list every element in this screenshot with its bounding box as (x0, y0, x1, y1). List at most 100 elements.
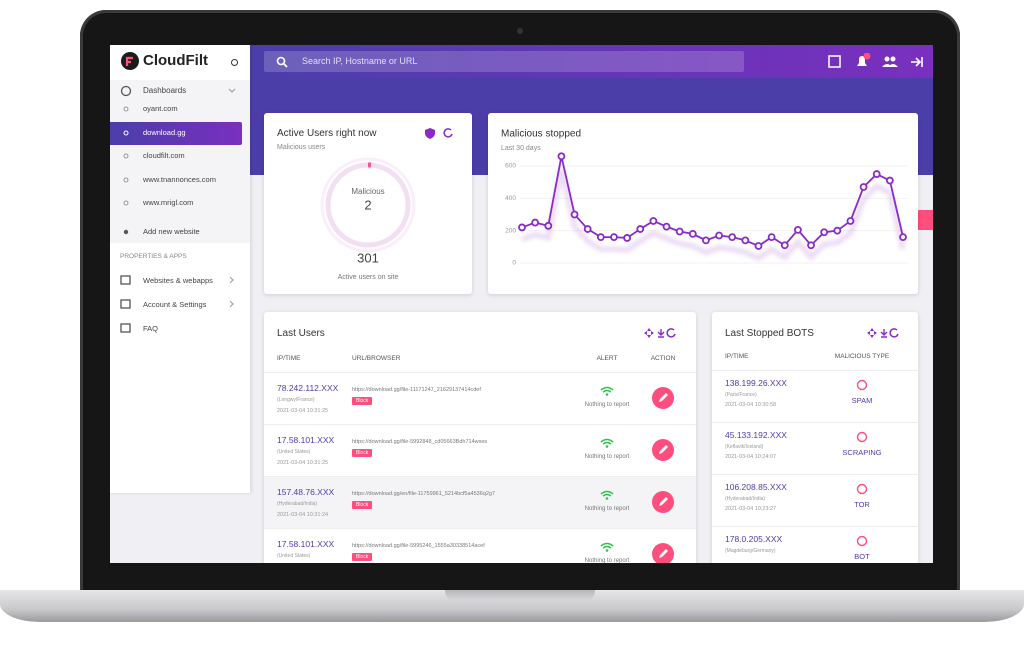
ip-address[interactable]: 138.199.26.XXX (725, 378, 787, 388)
sidebar-toggle[interactable] (231, 59, 238, 66)
column-header: IP/TIME (725, 353, 749, 360)
active-users-card: Active Users right now Malicious users M… (264, 113, 472, 294)
point (675, 227, 684, 236)
ip-address[interactable]: 45.133.192.XXX (725, 430, 787, 440)
table-row: 45.133.192.XXX (Keflavik/Iceland) 2021-03-… (712, 422, 918, 475)
add-site[interactable]: Add new website (143, 227, 200, 236)
site-link[interactable]: download.gg (143, 127, 186, 137)
chart-subtitle: Last 30 days (501, 145, 541, 152)
search-box[interactable]: Search IP, Hostname or URL (264, 51, 744, 72)
edit-button (652, 439, 674, 461)
chart-title: Malicious stopped (501, 129, 581, 140)
users-icon[interactable] (882, 64, 898, 67)
nav-dashboards[interactable]: Dashboards (143, 86, 187, 95)
point (754, 242, 763, 250)
menu-item[interactable]: FAQ (143, 324, 159, 333)
ip-address[interactable]: 17.58.101.XXX (277, 435, 335, 445)
sidebar: CloudFilt Dashboards oyant.com download.gg… (110, 45, 250, 493)
type-icon (856, 431, 868, 443)
point (596, 233, 605, 242)
point (702, 236, 710, 245)
site-link[interactable]: www.mrigl.com (143, 198, 194, 207)
timestamp: 2021-03-04 10:31:25 (277, 460, 329, 466)
header (250, 45, 933, 78)
ip-address[interactable]: 106.208.85.XXX (725, 482, 787, 492)
table-row: 17.58.101.XXX (United States) 2021-03-04 1… (264, 424, 696, 477)
ip-address[interactable]: 78.242.112.XXX (277, 383, 339, 393)
gauge: Malicious 2 301 Active users on site (320, 157, 416, 281)
point (531, 218, 540, 227)
site-link[interactable]: oyant.com (143, 104, 178, 113)
site-bullet (123, 177, 129, 182)
site-bullet (123, 130, 129, 135)
wifi-icon (600, 490, 614, 500)
ip-address[interactable]: 157.48.76.XXX (277, 487, 335, 497)
table-row: 157.48.76.XXX (Hyderabad/India) 2021-03-04… (264, 476, 696, 529)
point (518, 223, 526, 232)
timestamp: 2021-03-04 10:30:58 (725, 402, 777, 408)
block-button[interactable]: Block (352, 553, 373, 561)
url: https://download.gg/file-11171247_216291… (352, 387, 481, 393)
point (583, 225, 592, 233)
point (741, 236, 750, 245)
menu-icon (120, 275, 131, 285)
point (767, 233, 776, 242)
logout-icon[interactable] (911, 57, 923, 67)
edit-button (652, 387, 674, 409)
malicious-type: SPAM (851, 396, 873, 405)
block-button[interactable]: Block (352, 501, 373, 509)
menu-item[interactable]: Account & Settings (143, 300, 207, 309)
gauge-label: Malicious (351, 187, 384, 196)
chart: Malicious stopped Last 30 days 0 200 400 60… (501, 129, 908, 267)
menu-item[interactable]: Websites & webapps (143, 276, 213, 285)
last-bots-card: Last Stopped BOTS IP/TIME MALICIOUS TYPE 1… (712, 312, 918, 563)
site-link[interactable]: cloudfilt.com (143, 151, 185, 160)
column-header: MALICIOUS TYPE (834, 353, 890, 360)
location: (Keflavik/Iceland) (725, 444, 764, 450)
card-actions (644, 328, 676, 338)
y-tick-label: 200 (505, 227, 516, 234)
malicious-type: TOR (854, 500, 870, 509)
timestamp: 2021-03-04 10:23:27 (725, 506, 777, 512)
point (544, 221, 553, 230)
menu-icon (120, 299, 131, 309)
point (780, 241, 789, 250)
url: https://download.gg/file-5992848_cd05663… (352, 439, 488, 445)
location: (Paris/France) (725, 392, 757, 398)
card-actions[interactable] (424, 127, 458, 139)
alert-status: Nothing to report (584, 454, 630, 460)
site-link[interactable]: www.tnannonces.com (143, 174, 216, 184)
wifi-icon (600, 542, 614, 552)
bell-icon[interactable] (857, 56, 867, 66)
table-row: 138.199.26.XXX (Paris/France) 2021-03-04 1… (712, 370, 918, 423)
block-button[interactable]: Block (352, 449, 373, 457)
edit-button (652, 543, 674, 563)
fullscreen-icon[interactable] (828, 55, 841, 68)
ip-address[interactable]: 17.58.101.XXX (277, 539, 335, 549)
location: (United States) (277, 553, 311, 559)
timestamp: 2021-03-04 10:24:07 (725, 454, 777, 460)
point (649, 217, 658, 225)
chart-card: Malicious stopped Last 30 days 0 200 400 60… (488, 113, 918, 294)
add-bullet (123, 229, 129, 235)
header-icons (828, 53, 923, 68)
y-tick-label: 600 (505, 163, 516, 170)
type-icon (856, 483, 868, 495)
column-header: ALERT (596, 355, 618, 362)
ip-address[interactable]: 178.0.205.XXX (725, 534, 783, 544)
point (688, 230, 697, 238)
point (833, 226, 842, 235)
column-header: ACTION (650, 355, 676, 362)
point (793, 225, 802, 234)
menu-icon (120, 323, 131, 333)
screen: Search IP, Hostname or URL CloudFilt Das… (110, 45, 933, 563)
edit-button (652, 491, 674, 513)
url: https://download.gg/en/file-11759961_521… (352, 491, 496, 497)
block-button[interactable]: Block (352, 397, 373, 405)
table-row: 178.0.205.XXX (Magdeburg/Germany) BOT (712, 526, 918, 563)
point (636, 225, 645, 233)
point (623, 234, 632, 242)
active-site-bg[interactable] (110, 121, 242, 145)
base-notch (445, 590, 595, 601)
